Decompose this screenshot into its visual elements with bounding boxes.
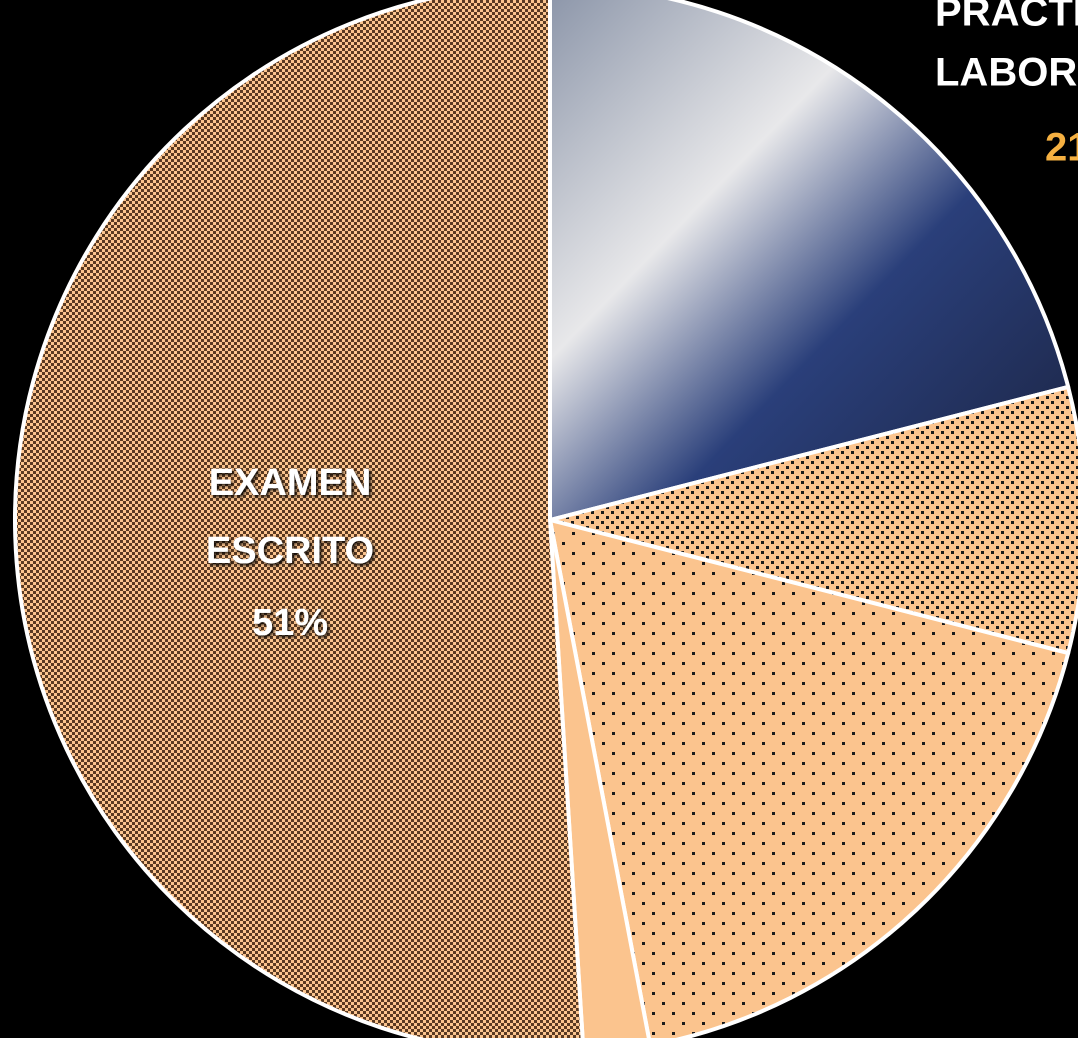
- slice-label: EXAMEN: [209, 462, 372, 504]
- slice-value-label: 21%: [1045, 126, 1078, 170]
- slice-label: ESCRITO: [206, 530, 374, 572]
- slice-label: LABORATORIO: [935, 51, 1078, 95]
- pie-slice: [548, 518, 1071, 1038]
- pie-slice: [548, 0, 1071, 522]
- pie-slice: [12, 0, 585, 1038]
- slice-label: PRACTICAS DE: [935, 0, 1078, 35]
- pie-slice: [548, 384, 1078, 656]
- slice-value-label: 51%: [252, 602, 328, 644]
